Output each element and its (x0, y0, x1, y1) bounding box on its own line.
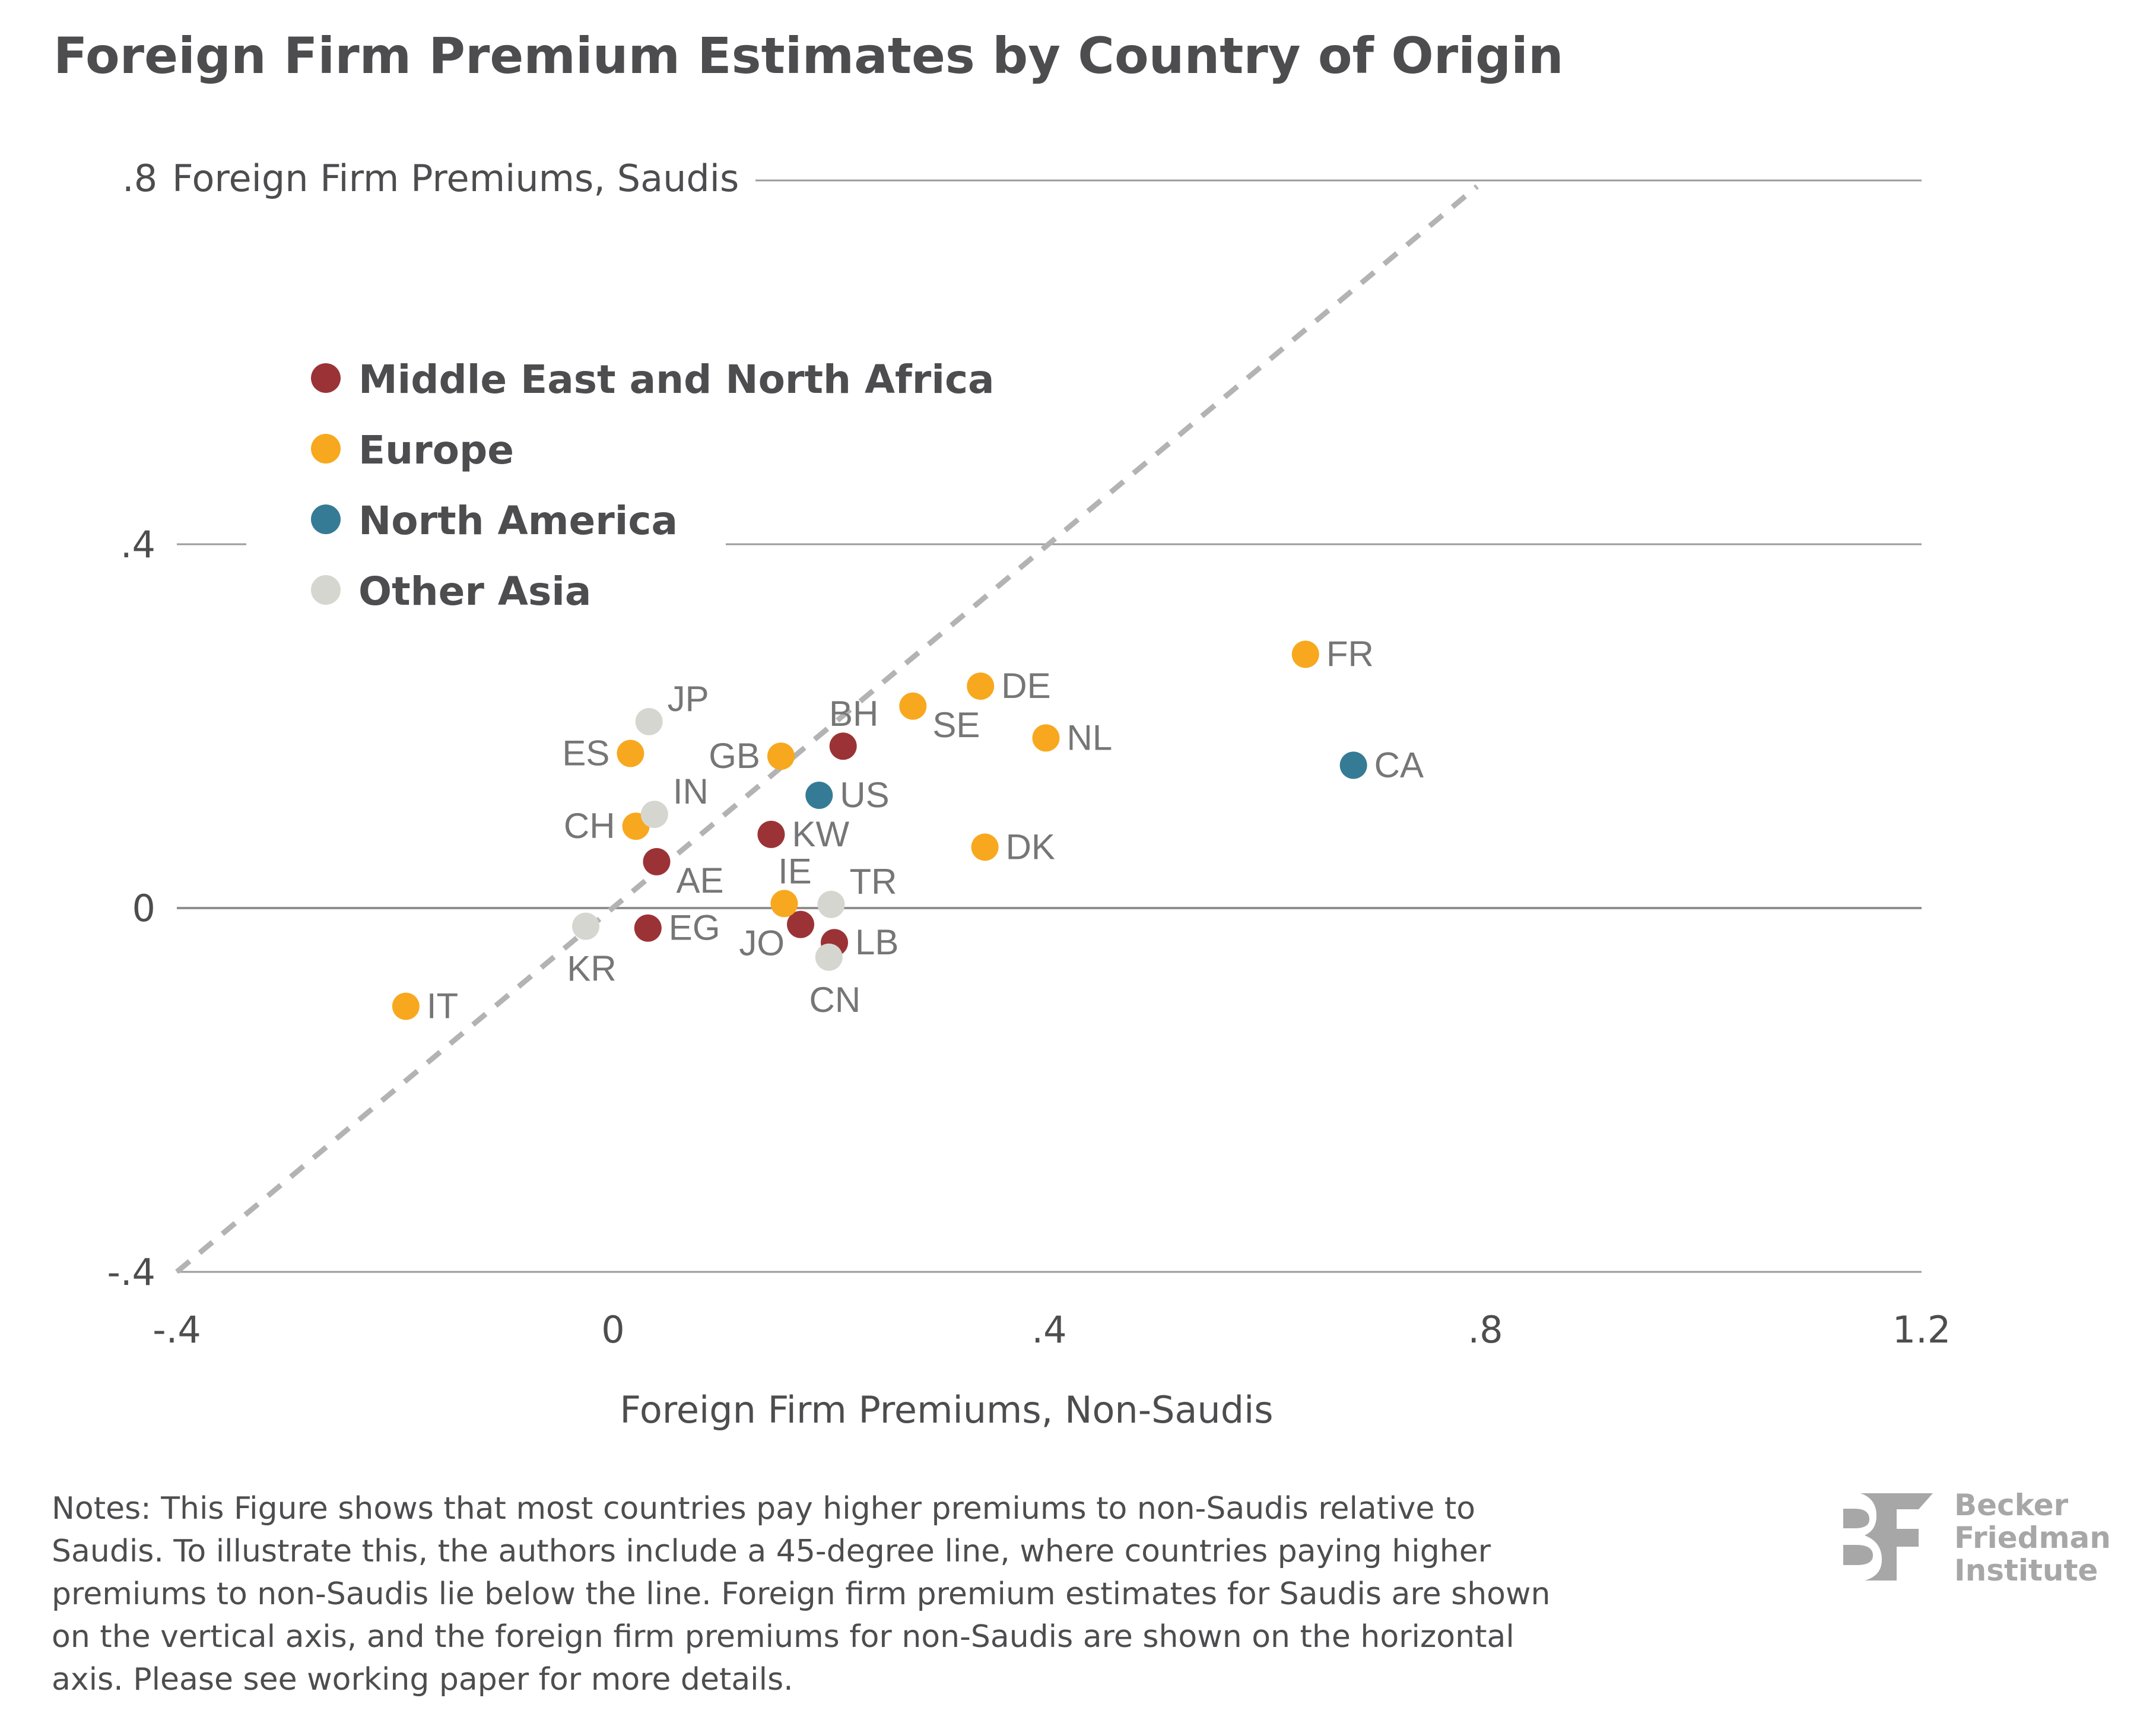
point-AE (643, 848, 671, 875)
y-axis-title: Foreign Firm Premiums, Saudis (172, 157, 739, 200)
gridlines: -.4 0 .4 .8 -.4 0 .4 .8 1.2 (107, 157, 1951, 1351)
notes: Notes: This Figure shows that most count… (52, 1491, 1550, 1697)
x-tick-label: .8 (1468, 1308, 1503, 1351)
point-IT (392, 992, 420, 1020)
point-GB (767, 742, 795, 770)
point-label-DK: DK (1006, 827, 1055, 867)
point-label-BH: BH (829, 694, 878, 734)
notes-line: Saudis. To illustrate this, the authors … (52, 1534, 1491, 1569)
x-tick-label: -.4 (153, 1308, 201, 1351)
bf-logo-mark-icon (1843, 1493, 1933, 1581)
point-BH (829, 732, 857, 760)
point-label-CH: CH (564, 806, 615, 846)
point-label-LB: LB (855, 922, 898, 962)
point-label-SE: SE (932, 705, 980, 745)
point-label-US: US (840, 775, 889, 815)
legend-label: Europe (358, 427, 514, 473)
point-KR (572, 912, 600, 940)
point-JP (635, 707, 663, 735)
notes-line: axis. Please see working paper for more … (52, 1662, 793, 1697)
legend-label: Other Asia (358, 569, 591, 614)
point-label-CA: CA (1374, 745, 1424, 785)
point-ES (617, 740, 644, 767)
reference-line-45deg (175, 184, 1479, 1274)
point-KW (757, 820, 785, 848)
notes-line: on the vertical axis, and the foreign fi… (52, 1619, 1514, 1655)
point-label-KR: KR (567, 949, 616, 989)
point-label-IT: IT (427, 986, 458, 1026)
point-label-EG: EG (669, 908, 720, 948)
point-label-FR: FR (1326, 634, 1374, 674)
point-label-AE: AE (677, 861, 724, 900)
point-NL (1032, 724, 1060, 752)
data-points: BH KW AE EG JO LB FR DE SE NL GB ES CH DK IE IT CA US JP IN… (392, 634, 1424, 1026)
x-tick-label: 0 (601, 1308, 624, 1351)
point-TR (817, 890, 845, 918)
point-label-TR: TR (850, 862, 897, 902)
logo-text: Becker (1954, 1488, 2068, 1522)
reference-line-group (175, 184, 1479, 1274)
point-label-JO: JO (739, 923, 785, 963)
point-JO (787, 910, 815, 938)
point-label-ES: ES (562, 733, 609, 773)
x-tick-label: 1.2 (1893, 1308, 1951, 1351)
y-tick-label: .8 (122, 157, 157, 200)
point-CA (1339, 751, 1367, 779)
chart-title: Foreign Firm Premium Estimates by Countr… (53, 27, 1564, 85)
logo-text: Institute (1954, 1553, 2098, 1588)
point-label-GB: GB (709, 736, 760, 776)
notes-line: premiums to non-Saudis lie below the lin… (52, 1576, 1550, 1612)
y-tick-label: -.4 (107, 1251, 155, 1294)
legend-label: North America (358, 498, 678, 544)
point-label-KW: KW (792, 814, 849, 854)
point-EG (634, 914, 662, 942)
point-IE (770, 890, 798, 918)
logo-text: Friedman (1954, 1521, 2111, 1555)
axes: Foreign Firm Premiums, Saudis Foreign Fi… (172, 157, 1274, 1432)
point-label-DE: DE (1001, 666, 1050, 706)
legend-swatch-icon (311, 504, 341, 534)
point-label-IE: IE (778, 851, 812, 891)
x-axis-title: Foreign Firm Premiums, Non-Saudis (620, 1388, 1273, 1432)
point-label-JP: JP (668, 679, 709, 719)
point-label-CN: CN (809, 980, 860, 1020)
point-US (805, 781, 833, 809)
legend-swatch-icon (311, 434, 341, 464)
point-CN (815, 943, 843, 971)
legend: Middle East and North Africa Europe North … (311, 357, 995, 614)
x-tick-label: .4 (1031, 1308, 1066, 1351)
point-DK (971, 833, 999, 861)
point-DE (967, 672, 995, 700)
point-label-IN: IN (673, 772, 709, 811)
point-FR (1291, 640, 1319, 668)
legend-swatch-icon (311, 363, 341, 393)
y-tick-label: .4 (120, 523, 155, 566)
point-IN (640, 801, 668, 829)
point-label-NL: NL (1066, 718, 1112, 757)
legend-swatch-icon (311, 575, 341, 605)
point-SE (899, 692, 927, 720)
y-tick-label: 0 (132, 887, 155, 930)
legend-label: Middle East and North Africa (358, 357, 995, 402)
notes-line: Notes: This Figure shows that most count… (52, 1491, 1475, 1526)
